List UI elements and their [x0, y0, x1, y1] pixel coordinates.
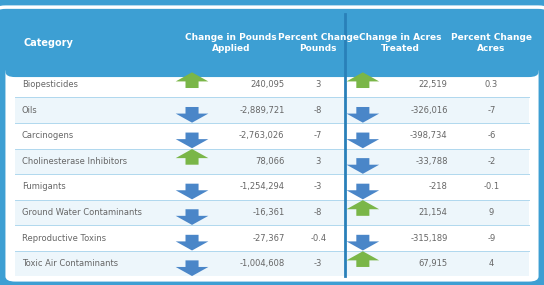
Text: -2,889,721: -2,889,721	[239, 106, 285, 115]
Polygon shape	[347, 235, 379, 251]
Text: -6: -6	[487, 131, 496, 140]
Polygon shape	[15, 123, 529, 149]
Text: -3: -3	[314, 259, 323, 268]
Text: -2: -2	[487, 157, 496, 166]
Text: -0.1: -0.1	[484, 182, 499, 192]
Polygon shape	[176, 260, 208, 276]
Text: Change in Acres
Treated: Change in Acres Treated	[358, 33, 441, 53]
FancyBboxPatch shape	[5, 9, 539, 77]
Polygon shape	[176, 107, 208, 123]
Polygon shape	[15, 60, 529, 72]
Text: -2,763,026: -2,763,026	[239, 131, 285, 140]
Text: Biopesticides: Biopesticides	[22, 80, 78, 89]
Polygon shape	[347, 251, 379, 267]
FancyBboxPatch shape	[5, 67, 539, 282]
Text: 240,095: 240,095	[250, 80, 285, 89]
Text: Percent Change
Acres: Percent Change Acres	[451, 33, 532, 53]
Text: 4: 4	[489, 259, 494, 268]
Text: -1,254,294: -1,254,294	[239, 182, 285, 192]
Text: Percent Change
Pounds: Percent Change Pounds	[278, 33, 358, 53]
Text: Carcinogens: Carcinogens	[22, 131, 74, 140]
Text: Ground Water Contaminants: Ground Water Contaminants	[22, 208, 142, 217]
Polygon shape	[347, 107, 379, 123]
Text: 78,066: 78,066	[255, 157, 285, 166]
Text: -0.4: -0.4	[310, 234, 326, 243]
Text: Reproductive Toxins: Reproductive Toxins	[22, 234, 106, 243]
Text: -315,189: -315,189	[410, 234, 448, 243]
Text: -8: -8	[314, 208, 323, 217]
Polygon shape	[347, 158, 379, 174]
Polygon shape	[176, 72, 208, 88]
Text: -27,367: -27,367	[252, 234, 285, 243]
Polygon shape	[15, 72, 529, 97]
Text: -33,788: -33,788	[415, 157, 448, 166]
Polygon shape	[15, 174, 529, 200]
Polygon shape	[15, 149, 529, 174]
Text: -9: -9	[487, 234, 496, 243]
Polygon shape	[176, 133, 208, 148]
Text: -1,004,608: -1,004,608	[239, 259, 285, 268]
Text: -3: -3	[314, 182, 323, 192]
Text: -8: -8	[314, 106, 323, 115]
Text: Toxic Air Contaminants: Toxic Air Contaminants	[22, 259, 118, 268]
Text: 22,519: 22,519	[419, 80, 448, 89]
Polygon shape	[176, 209, 208, 225]
Text: -7: -7	[314, 131, 323, 140]
Polygon shape	[347, 200, 379, 216]
FancyBboxPatch shape	[0, 7, 544, 285]
Text: 9: 9	[489, 208, 494, 217]
Polygon shape	[347, 133, 379, 148]
Polygon shape	[15, 225, 529, 251]
Text: Category: Category	[23, 38, 73, 48]
Polygon shape	[347, 184, 379, 200]
Text: 3: 3	[316, 80, 321, 89]
Polygon shape	[15, 200, 529, 225]
Text: -218: -218	[429, 182, 448, 192]
Text: 21,154: 21,154	[419, 208, 448, 217]
Text: -16,361: -16,361	[252, 208, 285, 217]
Text: Oils: Oils	[22, 106, 38, 115]
Text: -326,016: -326,016	[410, 106, 448, 115]
Text: Change in Pounds
Applied: Change in Pounds Applied	[186, 33, 277, 53]
Polygon shape	[176, 149, 208, 165]
Text: 67,915: 67,915	[418, 259, 448, 268]
Text: -398,734: -398,734	[410, 131, 448, 140]
Polygon shape	[15, 251, 529, 276]
Polygon shape	[15, 97, 529, 123]
Text: 3: 3	[316, 157, 321, 166]
Polygon shape	[176, 184, 208, 200]
Text: 0.3: 0.3	[485, 80, 498, 89]
Polygon shape	[176, 235, 208, 251]
Text: -7: -7	[487, 106, 496, 115]
Text: Fumigants: Fumigants	[22, 182, 65, 192]
Polygon shape	[347, 72, 379, 88]
Text: Cholinesterase Inhibitors: Cholinesterase Inhibitors	[22, 157, 127, 166]
